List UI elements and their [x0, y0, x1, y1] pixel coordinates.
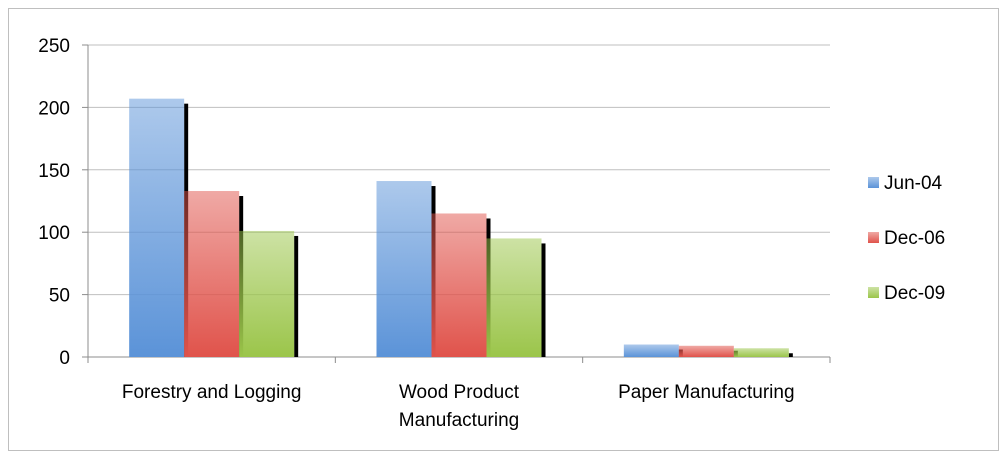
- y-tick-label: 50: [49, 286, 70, 307]
- legend-swatch: [868, 177, 879, 188]
- y-tick-label: 150: [38, 161, 70, 182]
- bar: [129, 98, 185, 357]
- legend-label: Jun-04: [884, 173, 943, 194]
- y-tick-label: 0: [59, 348, 70, 369]
- x-tick-label: Forestry and Logging: [121, 382, 302, 403]
- legend-swatch: [868, 287, 879, 298]
- bar: [733, 348, 789, 357]
- x-tick-label: Wood Product Manufacturing: [398, 382, 520, 431]
- bar: [239, 230, 295, 357]
- y-tick-label: 250: [38, 36, 70, 57]
- bar: [678, 345, 734, 357]
- y-tick-label: 100: [38, 223, 70, 244]
- bar: [486, 238, 542, 357]
- x-tick-label: Paper Manufacturing: [618, 382, 795, 403]
- legend-label: Dec-09: [884, 283, 945, 304]
- y-tick-label: 200: [38, 98, 70, 119]
- legend-label: Dec-06: [884, 228, 945, 249]
- bar: [184, 191, 240, 357]
- legend-swatch: [868, 232, 879, 243]
- bar: [623, 344, 679, 357]
- bar-shadow: [541, 243, 546, 357]
- bar-shadow: [294, 235, 299, 357]
- bar-shadow: [788, 353, 793, 357]
- bar: [376, 181, 432, 357]
- bar: [431, 213, 487, 357]
